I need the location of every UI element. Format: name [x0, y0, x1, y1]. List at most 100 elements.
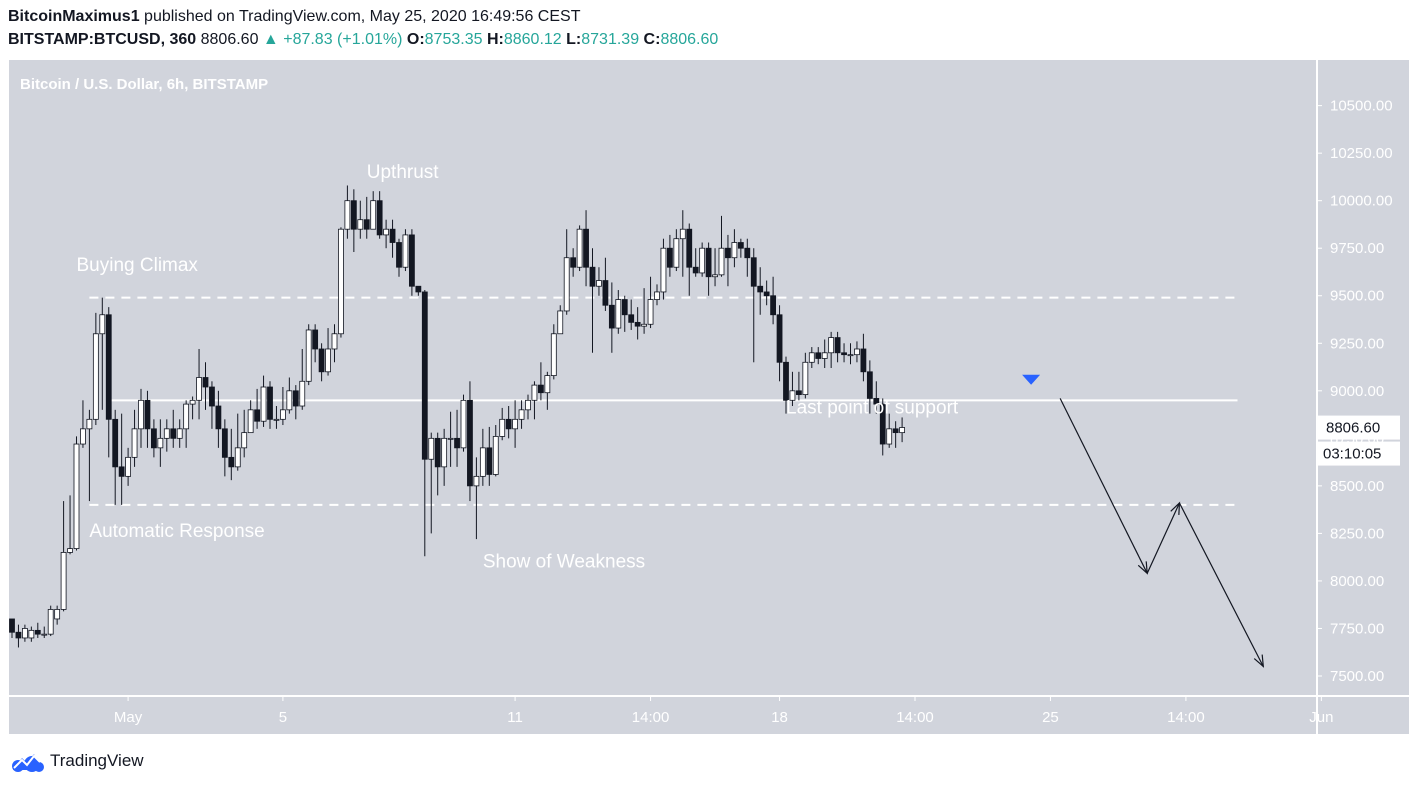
sell-marker-icon[interactable] — [1022, 374, 1041, 385]
candle[interactable] — [550, 324, 557, 380]
annotation-text[interactable]: Last point of support — [786, 398, 959, 419]
candle[interactable] — [112, 409, 119, 505]
candle[interactable] — [608, 282, 615, 353]
candle[interactable] — [344, 185, 351, 239]
candle[interactable] — [279, 387, 286, 426]
candle[interactable] — [41, 626, 48, 638]
candle[interactable] — [150, 419, 157, 458]
candle[interactable] — [305, 324, 312, 386]
candle[interactable] — [886, 413, 893, 448]
candle[interactable] — [538, 362, 544, 401]
candle[interactable] — [821, 339, 828, 368]
candle[interactable] — [518, 400, 525, 429]
candle[interactable] — [157, 419, 164, 467]
candle[interactable] — [254, 388, 261, 429]
candle[interactable] — [854, 341, 860, 363]
candle[interactable] — [583, 210, 589, 287]
candle[interactable] — [383, 219, 390, 249]
annotation-text[interactable]: Upthrust — [367, 162, 440, 183]
candle[interactable] — [718, 215, 725, 277]
candle[interactable] — [557, 305, 564, 335]
candle[interactable] — [576, 225, 583, 272]
candle[interactable] — [679, 210, 686, 277]
candle[interactable] — [647, 276, 654, 329]
candle[interactable] — [602, 257, 609, 311]
candle[interactable] — [692, 248, 699, 277]
candle[interactable] — [879, 398, 886, 456]
candle[interactable] — [273, 406, 280, 429]
candle[interactable] — [628, 299, 635, 330]
candle[interactable] — [260, 375, 267, 427]
candle[interactable] — [9, 618, 15, 638]
candle[interactable] — [202, 362, 209, 410]
candle[interactable] — [737, 238, 744, 258]
candle[interactable] — [673, 229, 680, 272]
candle[interactable] — [860, 333, 867, 382]
candle[interactable] — [54, 605, 61, 625]
candle[interactable] — [325, 328, 331, 376]
candle[interactable] — [299, 348, 306, 410]
candle[interactable] — [725, 234, 731, 287]
candle[interactable] — [170, 409, 177, 448]
candle[interactable] — [699, 242, 706, 277]
candle[interactable] — [234, 413, 241, 471]
candle[interactable] — [189, 396, 196, 420]
candle[interactable] — [350, 189, 357, 253]
candle[interactable] — [209, 381, 215, 429]
candle[interactable] — [454, 409, 460, 467]
candle[interactable] — [467, 381, 473, 502]
time-axis[interactable] — [9, 697, 1316, 734]
candle[interactable] — [376, 191, 383, 239]
candle[interactable] — [892, 421, 899, 448]
candle[interactable] — [828, 331, 835, 368]
candle[interactable] — [499, 407, 506, 441]
candle[interactable] — [247, 400, 254, 434]
candle[interactable] — [228, 428, 235, 481]
candle[interactable] — [789, 371, 796, 407]
candle[interactable] — [183, 400, 190, 448]
candle[interactable] — [28, 626, 35, 642]
candle[interactable] — [125, 447, 131, 486]
annotation-text[interactable]: Automatic Response — [89, 521, 264, 542]
candle[interactable] — [80, 400, 86, 448]
candle[interactable] — [473, 457, 480, 540]
candle[interactable] — [286, 377, 293, 414]
candle[interactable] — [196, 348, 202, 420]
candle[interactable] — [92, 312, 99, 426]
candle[interactable] — [460, 394, 467, 452]
candle[interactable] — [428, 432, 435, 534]
candle[interactable] — [525, 394, 531, 420]
candle[interactable] — [544, 371, 551, 410]
candle[interactable] — [241, 409, 248, 458]
candle[interactable] — [221, 419, 228, 477]
candle[interactable] — [389, 219, 396, 258]
candle[interactable] — [441, 428, 448, 486]
candle[interactable] — [847, 343, 854, 365]
candle[interactable] — [757, 267, 764, 315]
candle[interactable] — [589, 248, 596, 353]
candle[interactable] — [667, 234, 673, 277]
candle[interactable] — [363, 196, 370, 239]
candle[interactable] — [408, 229, 415, 296]
candle[interactable] — [144, 390, 151, 448]
candle[interactable] — [512, 400, 518, 448]
candle[interactable] — [15, 624, 22, 648]
projection-segment[interactable] — [1059, 398, 1148, 574]
candle[interactable] — [479, 428, 486, 486]
candle[interactable] — [531, 381, 538, 420]
candle[interactable] — [841, 343, 847, 363]
candle[interactable] — [99, 297, 106, 410]
candle[interactable] — [866, 360, 873, 414]
candle[interactable] — [486, 426, 493, 486]
candle[interactable] — [783, 356, 789, 414]
projection-segment[interactable] — [1146, 502, 1180, 574]
candle[interactable] — [357, 200, 364, 239]
candle[interactable] — [434, 432, 441, 496]
candle[interactable] — [686, 223, 693, 296]
tradingview-logo[interactable]: TradingView — [10, 750, 144, 772]
candle[interactable] — [750, 248, 757, 363]
candle[interactable] — [763, 280, 770, 306]
candle[interactable] — [770, 276, 776, 325]
candle[interactable] — [67, 495, 73, 555]
